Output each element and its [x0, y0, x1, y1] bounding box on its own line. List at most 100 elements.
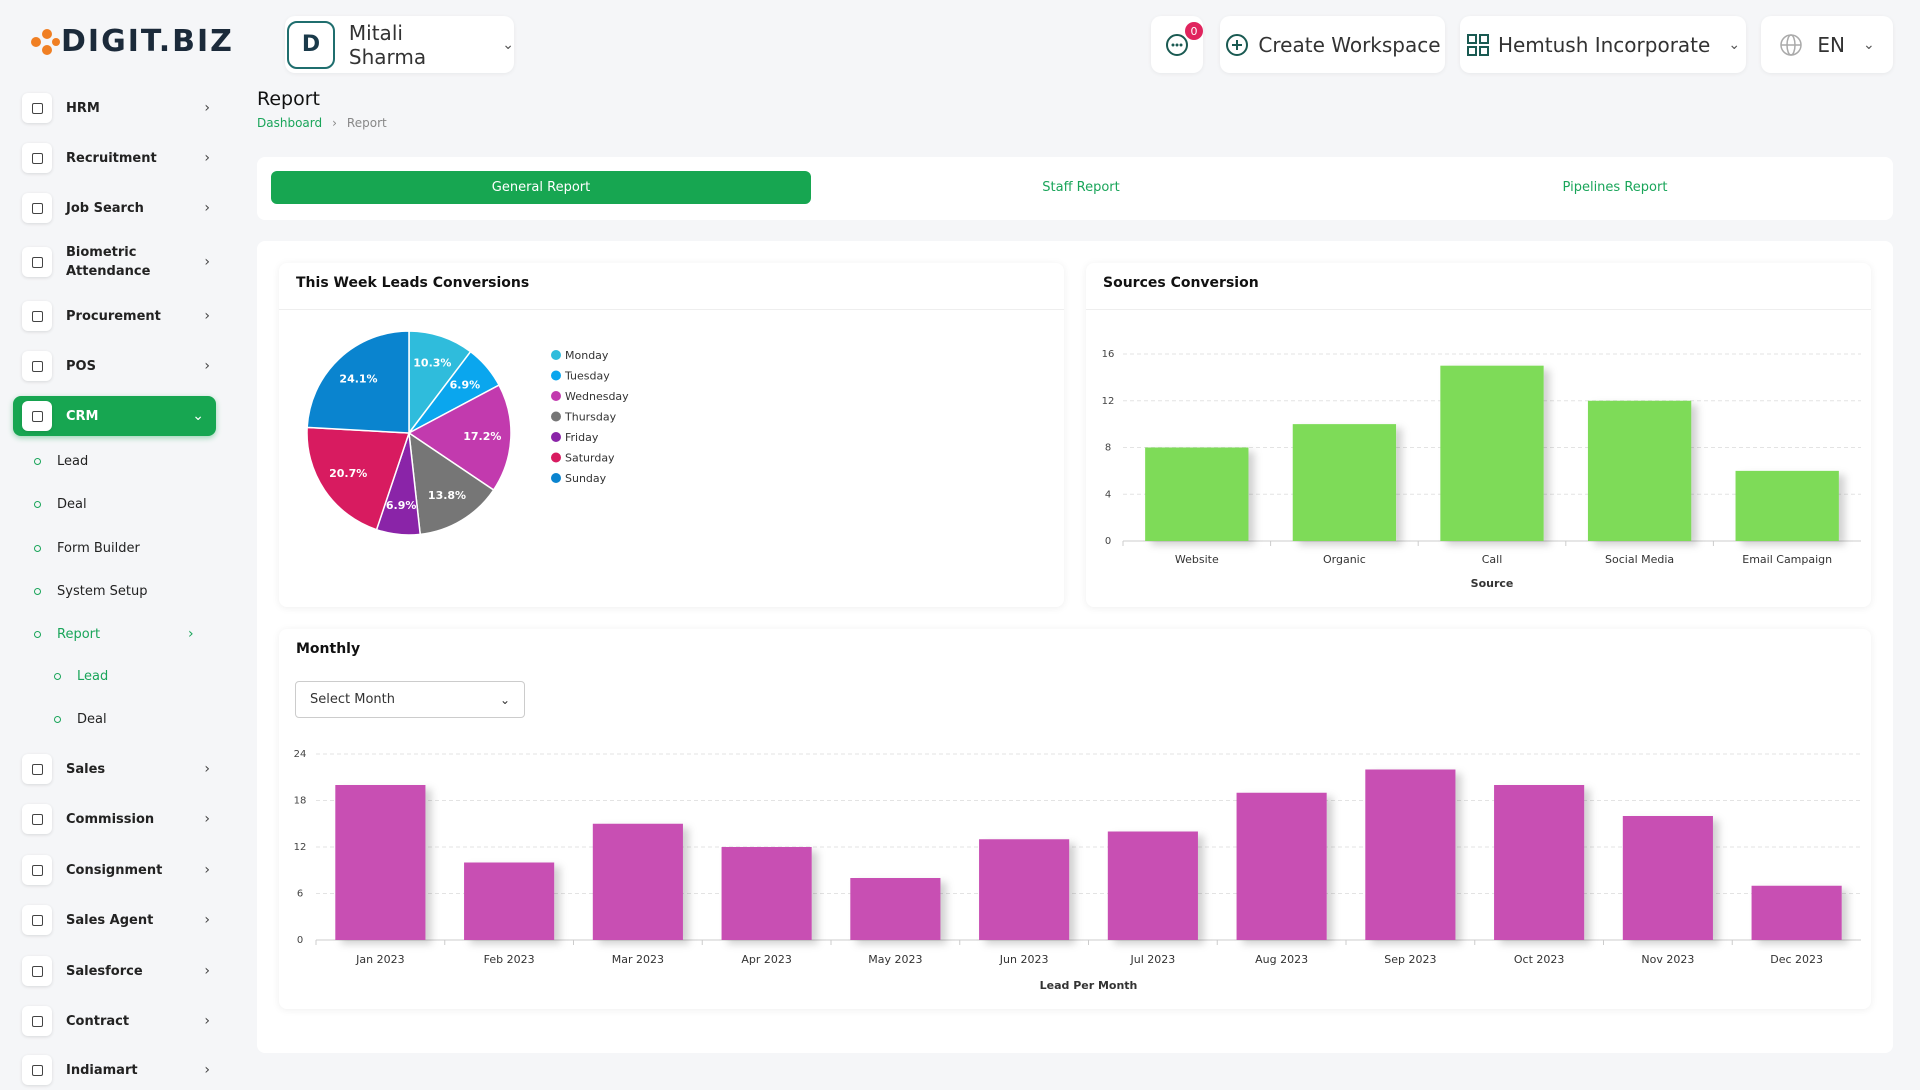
- submenu-item[interactable]: Report: [34, 627, 100, 642]
- submenu-item[interactable]: Deal: [34, 497, 87, 512]
- legend-label: Friday: [565, 431, 599, 444]
- bar-chart: 0 4 8 12 16 Website Organic Call Social Media Ema…: [1102, 349, 1861, 590]
- month-select[interactable]: Select Month ⌄: [295, 681, 525, 718]
- submenu-item[interactable]: Lead: [54, 669, 108, 684]
- chevron: ›: [188, 626, 194, 642]
- slice-label: 20.7%: [329, 467, 367, 480]
- legend-label: Monday: [565, 349, 609, 362]
- sidebar-icon: [22, 804, 52, 834]
- separator: [279, 309, 1064, 310]
- sidebar-label: Sales Agent: [66, 912, 154, 928]
- chevron: ⌄: [192, 408, 204, 424]
- submenu-item[interactable]: Form Builder: [34, 541, 140, 556]
- dropdown-caret: ⌄: [502, 36, 514, 53]
- y-tick-label: 8: [1105, 443, 1111, 454]
- sidebar-label: Job Search: [66, 200, 144, 216]
- chart-card: Sources Conversion 0 4 8 12 16 Website Organic…: [1086, 263, 1871, 607]
- create-workspace-button[interactable]: Create Workspace: [1220, 16, 1445, 73]
- sidebar-item[interactable]: Procurement ›: [22, 296, 222, 336]
- breadcrumb-link[interactable]: Dashboard: [257, 116, 323, 130]
- legend-swatch: [551, 370, 561, 381]
- sidebar-label: HRM: [66, 100, 100, 116]
- breadcrumb-separator: ›: [332, 116, 337, 130]
- sidebar-label: Recruitment: [66, 150, 157, 166]
- submenu-item[interactable]: Deal: [54, 712, 107, 727]
- y-tick-label: 18: [294, 796, 307, 807]
- logo[interactable]: DIGIT.BIZ: [27, 24, 234, 59]
- sidebar-item-active[interactable]: CRM ⌄: [13, 396, 216, 436]
- bar: [1494, 785, 1585, 940]
- notification-badge: 0: [1185, 22, 1203, 40]
- y-tick-label: 4: [1105, 489, 1111, 500]
- dropdown-caret: ⌄: [499, 692, 510, 707]
- sidebar-item[interactable]: HRM ›: [22, 88, 222, 128]
- bar: [1735, 470, 1839, 541]
- legend-swatch: [551, 452, 561, 463]
- sidebar-item[interactable]: Recruitment ›: [22, 138, 222, 178]
- tab[interactable]: Staff Report: [1042, 180, 1120, 195]
- bar: [1107, 831, 1198, 940]
- sidebar-item[interactable]: Indiamart ›: [22, 1050, 222, 1090]
- legend-swatch: [551, 473, 561, 483]
- x-tick-label: Organic: [1323, 553, 1366, 566]
- chevron: ›: [204, 100, 210, 116]
- x-tick-label: Oct 2023: [1514, 953, 1565, 966]
- chevron: ›: [204, 254, 210, 270]
- sidebar-item[interactable]: Salesforce ›: [22, 951, 222, 991]
- workspace-icon: [1466, 33, 1489, 56]
- chevron: ›: [204, 811, 210, 827]
- tab[interactable]: Pipelines Report: [1562, 180, 1668, 195]
- x-tick-label: Jun 2023: [999, 953, 1049, 966]
- workspace-menu[interactable]: Hemtush Incorporate ⌄: [1460, 16, 1746, 73]
- bar: [1236, 792, 1327, 940]
- chevron: ›: [204, 200, 210, 216]
- slice-label: 10.3%: [413, 356, 451, 369]
- breadcrumb-current: Report: [346, 116, 387, 130]
- x-tick-label: Mar 2023: [612, 953, 664, 966]
- chat-button[interactable]: 0: [1151, 16, 1203, 73]
- sidebar-item[interactable]: Consignment ›: [22, 850, 222, 890]
- slice-label: 24.1%: [339, 373, 377, 386]
- sidebar-item[interactable]: Commission ›: [22, 799, 222, 839]
- create-workspace-label: Create Workspace: [1258, 32, 1441, 57]
- submenu-item[interactable]: System Setup: [34, 584, 147, 599]
- tabs: General Report Staff Report Pipelines Re…: [257, 157, 1893, 220]
- sidebar-icon: [22, 143, 52, 173]
- sidebar-label: POS: [66, 358, 96, 374]
- sidebar-icon: [22, 1055, 52, 1085]
- chart-title: Sources Conversion: [1103, 275, 1259, 291]
- bar: [335, 785, 426, 940]
- submenu-item[interactable]: Lead: [34, 454, 88, 469]
- user-menu[interactable]: D Mitali Sharma ⌄: [285, 16, 514, 73]
- sidebar-item[interactable]: Biometric Attendance ›: [22, 242, 222, 282]
- x-tick-label: Jan 2023: [355, 953, 404, 966]
- y-tick-label: 12: [1102, 396, 1115, 407]
- sidebar-item[interactable]: POS ›: [22, 346, 222, 386]
- language-menu[interactable]: EN ⌄: [1761, 16, 1893, 73]
- logo-mark: [31, 28, 60, 55]
- tab-active[interactable]: General Report: [271, 171, 811, 204]
- globe-icon: [1780, 33, 1803, 56]
- bar: [979, 839, 1070, 940]
- sidebar-item[interactable]: Sales ›: [22, 749, 222, 789]
- chevron: ›: [204, 862, 210, 878]
- legend-label: Saturday: [565, 452, 615, 465]
- chevron: ›: [204, 1062, 210, 1078]
- sidebar-item[interactable]: Contract ›: [22, 1001, 222, 1041]
- x-axis-label: Lead Per Month: [1040, 979, 1138, 992]
- legend-swatch: [551, 350, 561, 360]
- sidebar-icon: [22, 855, 52, 885]
- sidebar-label: Biometric Attendance: [66, 245, 151, 279]
- bar-chart: 0 6 12 18 24 Jan 2023 Feb 2023 Mar 2023 Apr 2023…: [294, 749, 1861, 992]
- select-label: Select Month: [310, 692, 395, 707]
- chevron: ›: [204, 963, 210, 979]
- sidebar-item[interactable]: Job Search ›: [22, 188, 222, 228]
- x-tick-label: May 2023: [868, 953, 922, 966]
- sidebar-item[interactable]: Sales Agent ›: [22, 900, 222, 940]
- y-tick-label: 0: [1105, 536, 1111, 547]
- chevron: ›: [204, 1013, 210, 1029]
- pie-slice: [408, 431, 495, 536]
- bar: [1587, 400, 1692, 541]
- slice-label: 13.8%: [428, 489, 466, 502]
- chevron: ›: [204, 761, 210, 777]
